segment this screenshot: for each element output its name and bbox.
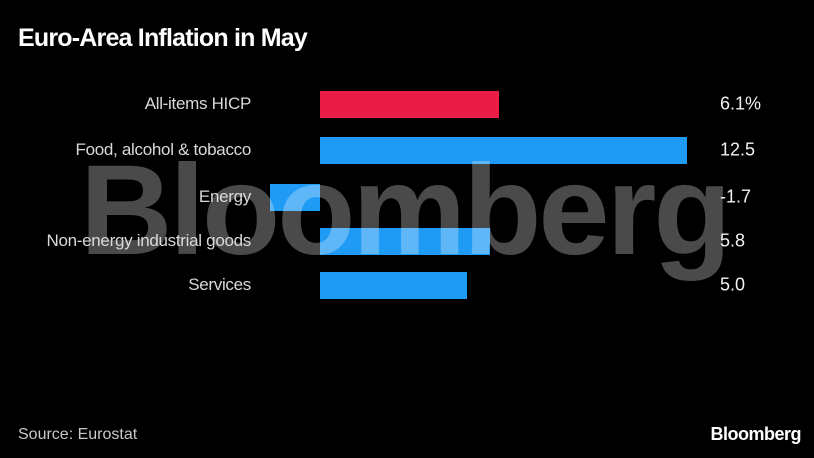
value-label: 5.0 xyxy=(720,274,746,295)
category-label: Food, alcohol & tobacco xyxy=(75,140,252,159)
value-label: 6.1% xyxy=(720,93,762,114)
bar xyxy=(320,271,467,299)
bar xyxy=(270,183,320,211)
bar xyxy=(320,136,687,164)
bar xyxy=(320,227,491,255)
chart-title: Euro-Area Inflation in May xyxy=(18,24,308,52)
category-label: Services xyxy=(188,275,251,294)
value-label: 5.8 xyxy=(720,230,746,251)
category-label: Energy xyxy=(198,187,251,206)
category-label: Non-energy industrial goods xyxy=(46,231,251,250)
source-note: Source: Eurostat xyxy=(18,426,138,443)
bloomberg-logo: Bloomberg xyxy=(710,424,801,444)
value-label: -1.7 xyxy=(720,186,752,207)
value-label: 12.5 xyxy=(720,139,756,160)
category-label: All-items HICP xyxy=(144,94,252,113)
bar xyxy=(320,90,500,118)
